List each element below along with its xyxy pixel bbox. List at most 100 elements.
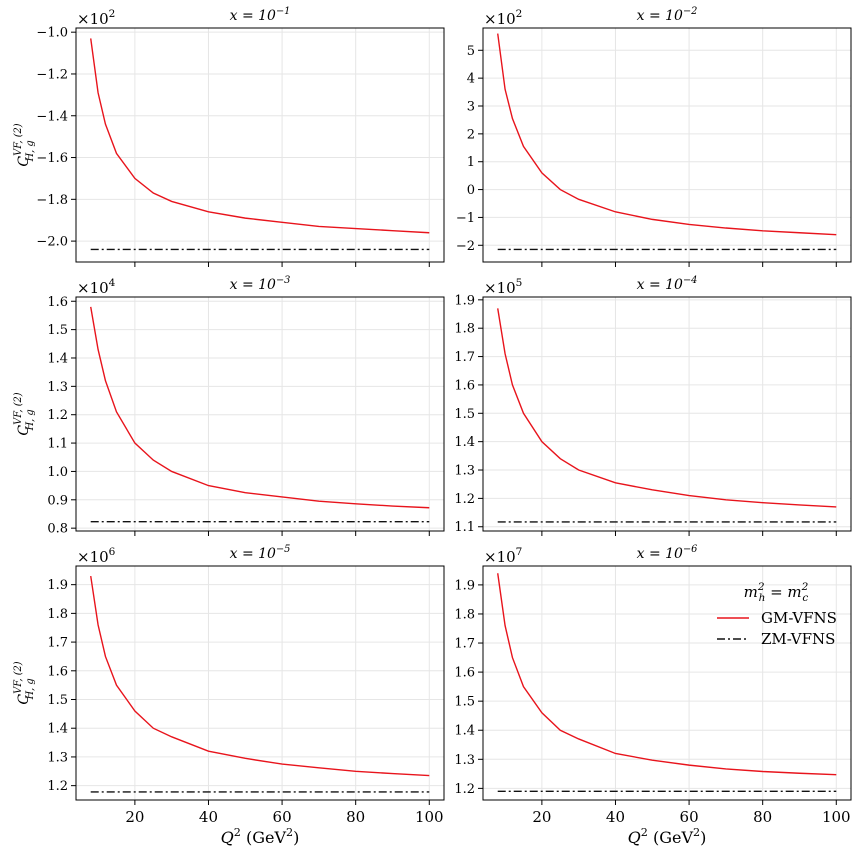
y-tick-label: 1.6 xyxy=(454,666,475,681)
title-prefix: x = 10 xyxy=(230,277,276,293)
y-tick-label: 1 xyxy=(467,155,475,170)
axis-multiplier: ×102 xyxy=(484,8,522,28)
y-tick-label: 1.8 xyxy=(454,607,475,622)
title-prefix: x = 10 xyxy=(637,546,683,562)
x-tick-label: 20 xyxy=(125,808,144,826)
panel-4: 1.1 1.2 1.3 1.4 1.5 1.6 1.7 1.8 1.9 ×105 x = 10−4 xyxy=(454,275,852,536)
legend-title-sup2: 2 xyxy=(801,581,809,593)
y-tick-label: 1.3 xyxy=(454,753,475,768)
legend-title-sub: h xyxy=(759,592,766,604)
panel-title: x = 10−5 xyxy=(230,544,291,562)
x-tick-label: 100 xyxy=(822,808,851,826)
axes-frame xyxy=(75,296,445,532)
panel-title: x = 10−4 xyxy=(637,275,698,293)
y-tick-label: 1.4 xyxy=(47,351,68,366)
y-tick-label: 1.5 xyxy=(454,695,475,710)
x-tick-label: 100 xyxy=(415,808,444,826)
y-tick-label: −2 xyxy=(456,239,475,254)
y-tick-label: 0 xyxy=(467,183,475,198)
ylabel-sub: H, g xyxy=(25,678,36,700)
title-exp: −6 xyxy=(683,544,697,555)
multiplier-base: ×10 xyxy=(77,548,109,566)
x-tick-label: 60 xyxy=(680,808,699,826)
series-gm-vfns xyxy=(497,573,837,776)
axis-multiplier: ×106 xyxy=(77,546,116,566)
y-tick-label: 3 xyxy=(467,100,475,115)
multiplier-base: ×10 xyxy=(484,548,516,566)
y-tick-label: −1.6 xyxy=(36,151,68,166)
y-tick-label: 2 xyxy=(467,127,475,142)
multiplier-exp: 2 xyxy=(109,8,116,20)
y-tick-label: 1.8 xyxy=(454,322,475,337)
axis-multiplier: ×105 xyxy=(484,277,522,297)
legend-title-part: m xyxy=(744,583,758,601)
y-tick-label: 1.6 xyxy=(454,378,475,393)
x-tick-label: 80 xyxy=(346,808,365,826)
xlabel-unit-open: (GeV xyxy=(241,828,287,847)
y-tick-label: 1.7 xyxy=(454,350,475,365)
y-tick-label: 1.7 xyxy=(454,637,475,652)
xlabel-unit-close: ) xyxy=(700,828,706,847)
xlabel-unit-close: ) xyxy=(293,828,299,847)
axis-multiplier: ×104 xyxy=(77,277,116,297)
series-gm-vfns xyxy=(90,306,430,509)
title-exp: −3 xyxy=(276,275,290,286)
legend-title: m2 h = m2 c xyxy=(744,581,809,604)
panel-title: x = 10−2 xyxy=(637,6,698,24)
panel-6: 20 40 60 80 100 1.2 1.3 1.4 1.5 1.6 1.7 1.8 1.9 ×107 x… xyxy=(454,544,852,847)
title-prefix: x = 10 xyxy=(230,8,276,24)
y-tick-label: −1 xyxy=(456,211,475,226)
y-tick-label: 1.5 xyxy=(47,323,68,338)
y-tick-label: 1.1 xyxy=(454,520,475,535)
y-tick-label: 4 xyxy=(467,72,475,87)
panel-title: x = 10−6 xyxy=(637,544,698,562)
series-gm-vfns xyxy=(497,308,837,508)
y-tick-label: 1.4 xyxy=(47,722,68,737)
title-prefix: x = 10 xyxy=(230,546,276,562)
ylabel-main: C xyxy=(16,694,32,705)
ylabel-sup: VF, (2) xyxy=(13,661,24,694)
y-tick-label: 1.2 xyxy=(454,492,475,507)
series-gm-vfns xyxy=(90,575,430,777)
series-gm-vfns xyxy=(497,33,837,236)
legend-label-zm-vfns: ZM-VFNS xyxy=(761,630,835,648)
title-exp: −2 xyxy=(683,6,697,17)
xlabel-sup: 2 xyxy=(234,826,241,839)
axis-multiplier: ×102 xyxy=(77,8,115,28)
x-tick-label: 80 xyxy=(753,808,772,826)
y-tick-label: 1.3 xyxy=(47,750,68,765)
ylabel-sub: H, g xyxy=(25,140,36,162)
xlabel-unit-open: (GeV xyxy=(648,828,694,847)
multiplier-base: ×10 xyxy=(77,279,109,297)
y-tick-label: 1.8 xyxy=(47,607,68,622)
multiplier-base: ×10 xyxy=(484,10,516,28)
y-tick-label: 0.9 xyxy=(47,493,68,508)
y-tick-label: 1.1 xyxy=(47,437,68,452)
legend-label-gm-vfns: GM-VFNS xyxy=(761,609,837,627)
xlabel-main: Q xyxy=(628,828,641,847)
y-tick-label: −2.0 xyxy=(36,235,68,250)
y-axis-label: CVF, (2)H, g xyxy=(13,123,36,166)
y-tick-label: 5 xyxy=(467,44,475,59)
axes-frame xyxy=(482,296,852,532)
axes-frame xyxy=(75,27,445,263)
xlabel-main: Q xyxy=(221,828,234,847)
multiplier-exp: 5 xyxy=(516,277,523,289)
ylabel-sup: VF, (2) xyxy=(13,123,24,156)
ylabel-sub: H, g xyxy=(25,409,36,431)
axes-frame xyxy=(75,565,445,801)
title-exp: −5 xyxy=(276,544,290,555)
xlabel-sup: 2 xyxy=(641,826,648,839)
y-tick-label: 1.0 xyxy=(47,465,68,480)
y-tick-label: −1.4 xyxy=(36,109,68,124)
multiplier-exp: 6 xyxy=(109,546,116,558)
axes-frame xyxy=(482,27,852,263)
multiplier-base: ×10 xyxy=(484,279,516,297)
y-tick-label: −1.0 xyxy=(36,26,68,41)
y-tick-label: 1.3 xyxy=(454,464,475,479)
y-tick-label: 1.7 xyxy=(47,636,68,651)
multiplier-exp: 4 xyxy=(109,277,116,289)
multiplier-exp: 2 xyxy=(516,8,523,20)
